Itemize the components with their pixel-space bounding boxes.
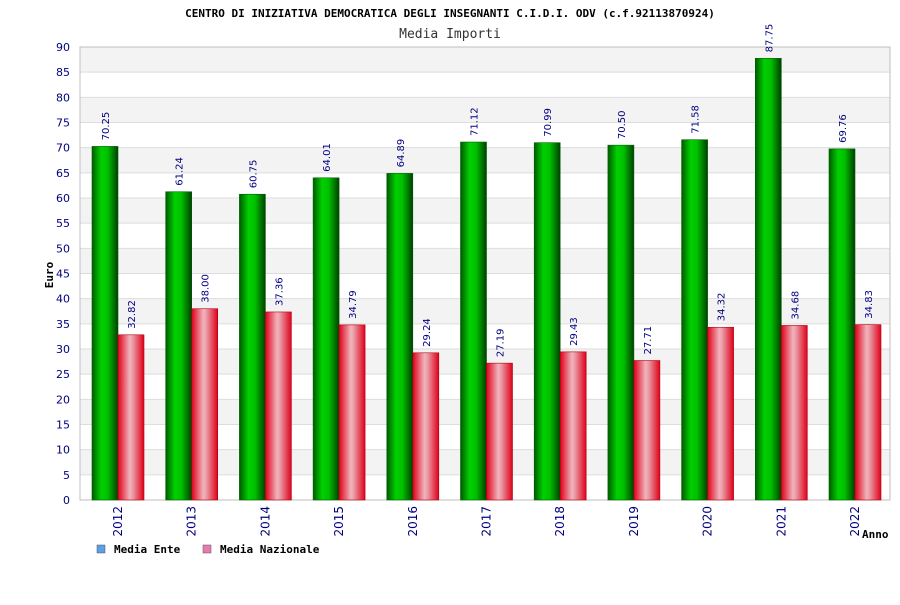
x-tick-label-2013: 2013 <box>185 506 199 537</box>
x-tick-label-2022: 2022 <box>848 506 862 537</box>
x-tick-label-2017: 2017 <box>480 506 494 537</box>
data-label-media-nazionale-2013: 38.00 <box>201 274 212 303</box>
bar-media-nazionale-2014 <box>265 311 292 501</box>
bar-media-ente-2017 <box>460 141 487 501</box>
y-tick-label: 40 <box>56 293 70 306</box>
data-label-media-nazionale-2019: 27.71 <box>643 326 654 355</box>
bar-media-nazionale-2016 <box>412 352 440 501</box>
x-tick-label-2021: 2021 <box>774 506 788 537</box>
x-axis-label: Anno <box>862 528 889 541</box>
data-label-media-nazionale-2021: 34.68 <box>790 291 801 320</box>
x-tick-label-2016: 2016 <box>406 506 420 537</box>
legend-swatch-media-ente <box>96 544 106 554</box>
bar-media-nazionale-2012 <box>117 334 145 501</box>
y-tick-label: 10 <box>56 444 70 457</box>
y-tick-label: 90 <box>56 41 70 54</box>
bar-media-nazionale-2015 <box>338 324 366 501</box>
y-tick-label: 5 <box>63 469 70 482</box>
y-tick-label: 45 <box>56 268 70 281</box>
bar-media-nazionale-2018 <box>559 351 587 501</box>
y-tick-label: 80 <box>56 91 70 104</box>
bar-media-ente-2018 <box>533 142 561 501</box>
data-label-media-ente-2017: 71.12 <box>470 107 481 136</box>
legend-label-media-ente: Media Ente <box>114 543 181 556</box>
data-label-media-ente-2018: 70.99 <box>543 108 554 137</box>
data-label-media-nazionale-2018: 29.43 <box>569 317 580 346</box>
y-tick-label: 70 <box>56 142 70 155</box>
data-label-media-nazionale-2015: 34.79 <box>348 290 359 319</box>
data-label-media-nazionale-2022: 34.83 <box>864 290 875 319</box>
bar-media-nazionale-2020 <box>707 326 734 501</box>
data-label-media-nazionale-2020: 34.32 <box>717 293 728 322</box>
bars <box>91 58 882 501</box>
y-tick-label: 30 <box>56 343 70 356</box>
bar-media-ente-2022 <box>828 148 856 501</box>
bar-media-ente-2015 <box>312 177 340 501</box>
x-tick-label-2014: 2014 <box>258 506 272 537</box>
bar-media-ente-2019 <box>607 144 635 501</box>
bar-media-nazionale-2017 <box>486 362 513 501</box>
data-label-media-nazionale-2012: 32.82 <box>127 300 138 329</box>
bar-media-ente-2016 <box>386 173 414 501</box>
data-label-media-ente-2020: 71.58 <box>691 105 702 134</box>
chart-subtitle: Media Importi <box>399 27 501 42</box>
y-tick-label: 85 <box>56 66 70 79</box>
bar-media-ente-2012 <box>91 146 119 501</box>
bar-media-nazionale-2022 <box>854 324 882 501</box>
data-label-media-ente-2015: 64.01 <box>322 143 333 172</box>
y-tick-label: 25 <box>56 368 70 381</box>
y-tick-label: 20 <box>56 393 70 406</box>
x-tick-label-2015: 2015 <box>332 506 346 537</box>
data-label-media-nazionale-2016: 29.24 <box>422 318 433 347</box>
data-label-media-ente-2013: 61.24 <box>175 157 186 186</box>
data-label-media-ente-2022: 69.76 <box>838 114 849 143</box>
data-label-media-ente-2019: 70.50 <box>617 111 628 140</box>
bar-media-nazionale-2019 <box>633 360 661 501</box>
legend-swatch-media-nazionale <box>202 544 212 554</box>
bar-media-nazionale-2021 <box>780 325 808 501</box>
y-tick-label: 0 <box>63 494 70 507</box>
bar-media-nazionale-2013 <box>191 308 218 501</box>
y-tick-label: 55 <box>56 217 70 230</box>
data-label-media-nazionale-2017: 27.19 <box>496 329 507 358</box>
legend-label-media-nazionale: Media Nazionale <box>220 543 320 556</box>
y-axis-ticks: 0 5 10 15 20 25 30 35 40 45 50 55 60 65 70 75 80 85 90 <box>56 41 70 507</box>
data-label-media-ente-2016: 64.89 <box>396 139 407 168</box>
data-label-media-ente-2021: 87.75 <box>764 24 775 53</box>
bar-media-ente-2021 <box>754 58 782 501</box>
y-tick-label: 35 <box>56 318 70 331</box>
y-axis-label: Euro <box>43 261 56 288</box>
y-tick-label: 65 <box>56 167 70 180</box>
y-tick-label: 50 <box>56 242 70 255</box>
data-label-media-ente-2012: 70.25 <box>101 112 112 141</box>
y-tick-label: 75 <box>56 117 70 130</box>
y-tick-label: 15 <box>56 419 70 432</box>
x-axis-ticks: 2012 2013 2014 2015 2016 2017 2018 2019 2020 2021… <box>111 506 862 537</box>
bar-media-ente-2013 <box>165 191 192 501</box>
x-tick-label-2012: 2012 <box>111 506 125 537</box>
x-tick-label-2018: 2018 <box>553 506 567 537</box>
data-label-media-nazionale-2014: 37.36 <box>274 277 285 306</box>
legend: Media Ente Media Nazionale <box>96 543 320 556</box>
bar-media-ente-2020 <box>681 139 708 501</box>
x-tick-label-2019: 2019 <box>627 506 641 537</box>
bar-media-ente-2014 <box>239 193 266 501</box>
data-label-media-ente-2014: 60.75 <box>248 160 259 189</box>
x-tick-label-2020: 2020 <box>701 506 715 537</box>
y-tick-label: 60 <box>56 192 70 205</box>
data-labels: 70.25 32.82 61.24 38.00 60.75 37.36 64.01 34.79… <box>101 24 875 357</box>
chart-title: CENTRO DI INIZIATIVA DEMOCRATICA DEGLI I… <box>185 7 715 20</box>
